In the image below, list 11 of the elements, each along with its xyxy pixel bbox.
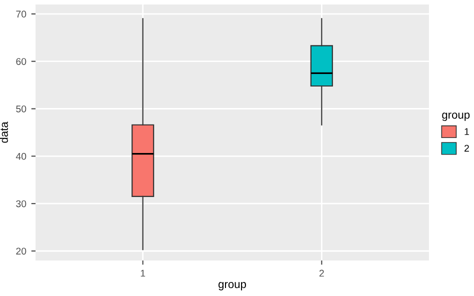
legend-label: 2 <box>464 144 469 152</box>
y-tick-label: 20 <box>16 248 26 255</box>
y-tick-label: 60 <box>16 58 26 65</box>
x-axis-title: group <box>218 282 246 290</box>
legend-label: 1 <box>464 128 469 135</box>
y-tick-label: 70 <box>16 10 26 18</box>
y-tick-label: 40 <box>16 152 26 160</box>
y-tick-label: 50 <box>16 105 26 112</box>
y-axis-title: data <box>0 122 8 143</box>
legend-title: group <box>442 112 470 121</box>
y-tick-label: 30 <box>16 200 26 208</box>
